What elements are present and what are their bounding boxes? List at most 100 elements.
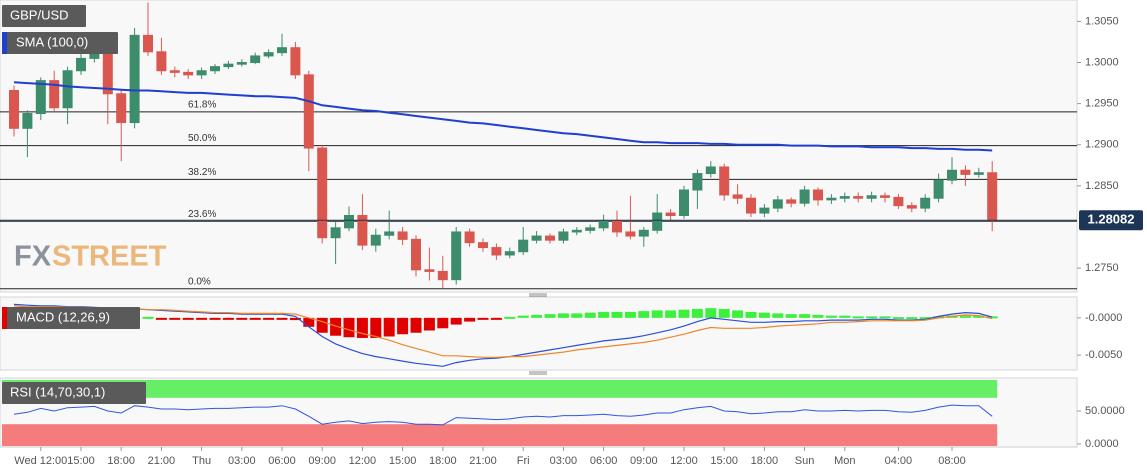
candle-body	[826, 197, 837, 201]
x-tick-label: 18:00	[107, 455, 135, 467]
x-tick-label: Thu	[192, 455, 211, 467]
sma-line	[13, 81, 993, 152]
x-tick-label: 12:00	[670, 455, 698, 467]
macd-histogram-bar	[638, 311, 650, 318]
candle-body	[665, 212, 676, 217]
x-tick-label: 09:00	[630, 455, 658, 467]
candle-body	[598, 219, 609, 229]
candle-body	[290, 47, 301, 76]
x-tick-label: 15:00	[389, 455, 417, 467]
macd-histogram-bar	[691, 308, 703, 318]
resize-grip[interactable]	[529, 293, 547, 375]
candle-body	[317, 147, 328, 239]
macd-histogram-bar	[879, 316, 891, 319]
macd-histogram-bar	[531, 314, 543, 318]
macd-histogram-bar	[383, 317, 395, 337]
y-tick-label: 1.2850	[1085, 180, 1119, 192]
candle-body	[384, 231, 395, 236]
candle-body	[920, 197, 931, 209]
x-tick-label: 04:00	[885, 455, 913, 467]
macd-histogram-bar	[651, 310, 663, 318]
label-box	[2, 382, 146, 404]
candle-body	[129, 34, 140, 124]
macd-histogram-bar	[155, 317, 167, 320]
candle-body	[906, 205, 917, 209]
macd-histogram-bar	[356, 317, 368, 338]
candle-body	[759, 207, 770, 214]
x-tick-label: 06:00	[268, 455, 296, 467]
y-tick-label: 1.2950	[1085, 98, 1119, 110]
macd-histogram-bar	[866, 316, 878, 319]
candle-body	[625, 231, 636, 237]
macd-histogram-bar	[209, 317, 221, 320]
candle-body	[183, 71, 194, 76]
macd-histogram-bar	[959, 315, 971, 318]
fib-label: 50.0%	[188, 133, 216, 144]
macd-histogram-bar	[437, 317, 449, 329]
x-tick-label: Fri	[517, 455, 530, 467]
candle-body	[893, 196, 904, 207]
macd-histogram-bar	[772, 313, 784, 318]
macd-histogram-bar	[611, 311, 623, 318]
macd-histogram-bar	[236, 317, 248, 320]
macd-histogram-bar	[343, 317, 355, 338]
candle-body	[156, 51, 167, 72]
macd-histogram-bar	[410, 317, 422, 333]
candle-body	[116, 93, 127, 124]
indicator-label: GBP/USD	[10, 7, 69, 22]
indicator-label: RSI (14,70,30,1)	[10, 384, 105, 399]
x-tick-label: 15:00	[710, 455, 738, 467]
macd-histogram-bar	[249, 317, 261, 320]
y-tick-label: 50.0000	[1085, 405, 1125, 417]
fib-label: 61.8%	[188, 100, 216, 111]
macd-histogram-bar	[892, 317, 904, 320]
candle-body	[772, 199, 783, 209]
macd-histogram-bar	[544, 314, 556, 318]
x-tick-label: 12:00	[349, 455, 377, 467]
y-tick-label: 0.0000	[1085, 438, 1119, 450]
candle-body	[223, 63, 234, 68]
macd-histogram-bar	[758, 312, 770, 318]
macd-histogram-bar	[906, 317, 918, 320]
macd-histogram-bar	[330, 317, 342, 336]
rsi-line	[13, 404, 993, 426]
candle-body	[397, 231, 408, 240]
candle-body	[464, 231, 475, 244]
macd-histogram-bar	[316, 317, 328, 333]
macd-histogram-bar	[973, 315, 985, 318]
x-tick-label: Wed 12:00	[14, 455, 67, 467]
macd-histogram-bar	[825, 315, 837, 318]
candle-body	[504, 251, 515, 256]
y-tick-label: 1.3000	[1085, 56, 1119, 68]
macd-histogram-bar	[504, 316, 516, 319]
candle-body	[263, 52, 274, 57]
macd-histogram-bar	[517, 315, 529, 318]
candle-body	[973, 172, 984, 175]
candle-body	[719, 166, 730, 196]
candle-body	[531, 235, 542, 241]
overbought-band	[2, 380, 998, 398]
label-swatch	[2, 32, 7, 54]
macd-histogram-bar	[598, 311, 610, 318]
candle-body	[692, 173, 703, 191]
candle-body	[22, 113, 33, 129]
y-tick-label: 1.2750	[1085, 262, 1119, 274]
candle-body	[933, 179, 944, 199]
candle-body	[411, 238, 421, 271]
macd-histogram-bar	[370, 317, 382, 338]
candle-body	[424, 269, 435, 272]
candle-body	[478, 242, 488, 249]
macd-histogram-bar	[477, 317, 489, 320]
y-tick-label: -0.0000	[1085, 312, 1122, 324]
candle-body	[210, 66, 220, 72]
x-tick-label: 03:00	[228, 455, 256, 467]
y-tick-label: -0.0050	[1085, 349, 1122, 361]
macd-histogram-bar	[450, 317, 462, 325]
candle-body	[518, 239, 529, 253]
candle-body	[491, 247, 502, 256]
candle-body	[585, 227, 596, 231]
x-tick-label: 06:00	[590, 455, 618, 467]
candle-body	[303, 74, 314, 149]
macd-histogram-bar	[986, 316, 998, 319]
